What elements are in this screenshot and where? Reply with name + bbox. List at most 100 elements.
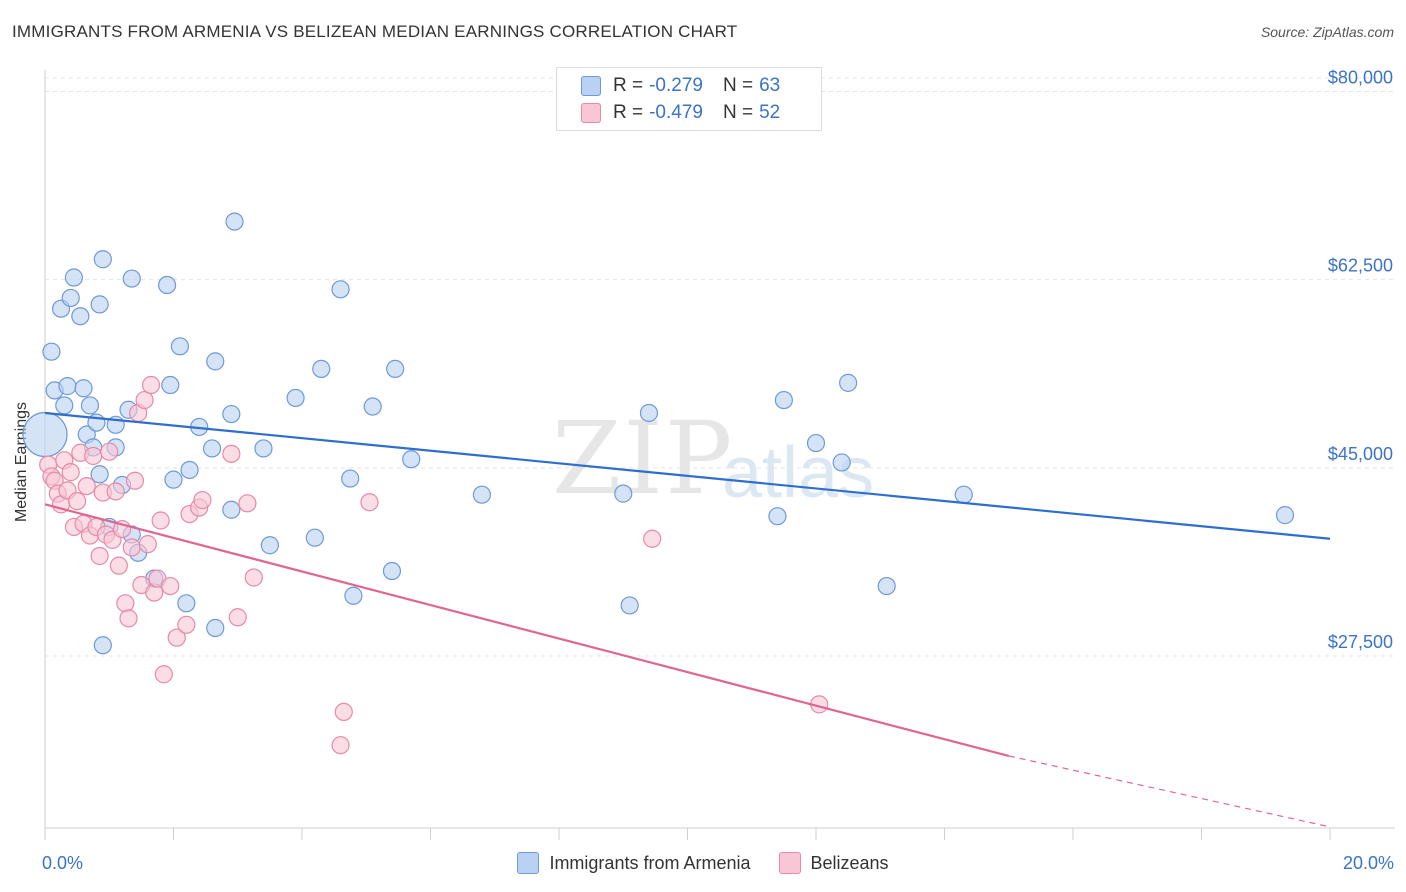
armenia-data-point <box>157 275 177 295</box>
correlation-legend: R = -0.279 N = 63 R = -0.479 N = 52 <box>556 67 822 131</box>
armenia-data-point <box>71 307 90 326</box>
watermark-atlas: atlas <box>722 433 875 513</box>
armenia-data-point <box>225 212 244 231</box>
legend-row-armenia: R = -0.279 N = 63 <box>581 74 780 98</box>
belize-data-point <box>116 594 135 613</box>
armenia-data-point <box>768 507 787 526</box>
belize-data-point <box>161 576 180 596</box>
armenia-data-point <box>177 594 196 613</box>
belize-data-point <box>106 482 125 501</box>
armenia-data-point <box>386 359 405 378</box>
armenia-data-point <box>341 469 360 488</box>
belize-data-point <box>331 736 350 755</box>
belize-data-point <box>177 615 196 634</box>
chart-title: IMMIGRANTS FROM ARMENIA VS BELIZEAN MEDI… <box>12 22 738 41</box>
armenia-data-point <box>954 485 973 504</box>
belize-data-point <box>138 535 157 554</box>
belize-swatch <box>778 852 801 874</box>
armenia-data-point <box>260 536 279 555</box>
belize-data-point <box>84 446 103 466</box>
armenia-data-point <box>344 586 363 605</box>
belize-data-point <box>238 494 257 513</box>
armenia-data-point <box>222 404 241 424</box>
belize-data-point <box>77 476 96 496</box>
armenia-data-point <box>58 377 77 396</box>
legend-r-label: R = <box>613 102 644 123</box>
armenia-data-point <box>254 439 273 458</box>
y-tick-label: $80,000 <box>1328 68 1393 88</box>
legend-n-value: 52 <box>759 102 781 123</box>
belize-data-point <box>244 568 263 587</box>
x-tick-label: 0.0% <box>42 853 83 873</box>
armenia-data-point <box>55 396 74 415</box>
armenia-data-point <box>620 596 639 615</box>
armenia-data-point <box>877 576 896 596</box>
legend-label-belize: Belizeans <box>810 852 889 873</box>
armenia-data-point <box>472 485 491 504</box>
y-tick-label: $27,500 <box>1328 632 1393 652</box>
armenia-swatch <box>581 76 601 96</box>
belize-data-point <box>360 493 379 512</box>
belize-data-point <box>167 628 186 647</box>
armenia-data-point <box>331 280 350 299</box>
legend-n-value: 63 <box>759 75 781 96</box>
armenia-data-point <box>61 288 80 308</box>
armenia-swatch <box>517 852 540 874</box>
armenia-data-point <box>206 352 225 371</box>
belize-data-point <box>100 442 119 461</box>
armenia-data-point <box>90 295 109 314</box>
armenia-data-point <box>64 268 84 287</box>
armenia-data-point <box>286 388 305 408</box>
belize-data-point <box>68 492 87 511</box>
armenia-data-point <box>74 379 93 398</box>
legend-item-belize: Belizeans <box>778 852 889 874</box>
series-legend: Immigrants from Armenia Belizeans <box>0 852 1406 874</box>
legend-n-label: N = <box>722 102 754 123</box>
y-tick-label: $62,500 <box>1328 256 1393 276</box>
armenia-data-point <box>832 453 851 472</box>
armenia-data-point <box>774 390 793 410</box>
armenia-data-point <box>312 359 331 378</box>
belize-data-point <box>643 529 662 548</box>
legend-r-value: -0.279 <box>649 75 703 96</box>
armenia-data-point <box>305 528 324 547</box>
armenia-data-point <box>363 397 382 416</box>
belize-swatch <box>581 103 601 123</box>
armenia-data-point <box>90 465 109 484</box>
belize-data-point <box>334 702 353 721</box>
belize-trend-line <box>44 503 1010 758</box>
belize-data-point <box>135 390 154 410</box>
legend-row-belize: R = -0.479 N = 52 <box>581 101 780 125</box>
belize-data-point <box>122 538 141 557</box>
watermark-zip: ZIP <box>552 400 735 517</box>
legend-r-value: -0.479 <box>649 102 703 123</box>
belize-data-point <box>141 375 161 395</box>
x-tick-label: 20.0% <box>1343 853 1394 873</box>
belize-data-point <box>228 608 247 627</box>
armenia-data-point <box>170 337 190 356</box>
belize-data-point <box>109 556 128 575</box>
chart-source: Source: ZipAtlas.com <box>1260 24 1394 40</box>
armenia-data-point <box>80 396 100 415</box>
armenia-data-point <box>614 484 633 503</box>
belize-data-point <box>90 546 109 566</box>
armenia-trend-line <box>44 411 1331 540</box>
armenia-data-point <box>382 561 402 581</box>
armenia-data-point <box>806 433 826 453</box>
armenia-data-point <box>22 411 68 458</box>
armenia-data-point <box>202 439 222 458</box>
armenia-data-point <box>402 450 421 469</box>
belize-data-point <box>154 665 173 684</box>
armenia-data-point <box>639 403 659 423</box>
armenia-data-point <box>839 373 858 392</box>
armenia-data-point <box>206 618 225 638</box>
belize-data-point <box>119 609 138 628</box>
belize-data-point <box>125 471 145 490</box>
armenia-data-point <box>42 342 61 361</box>
armenia-data-point <box>164 470 183 489</box>
y-tick-label: $45,000 <box>1328 444 1393 464</box>
legend-item-armenia: Immigrants from Armenia <box>517 852 751 874</box>
belize-data-point <box>222 444 241 463</box>
armenia-data-point <box>1275 506 1295 525</box>
armenia-data-point <box>161 375 180 395</box>
